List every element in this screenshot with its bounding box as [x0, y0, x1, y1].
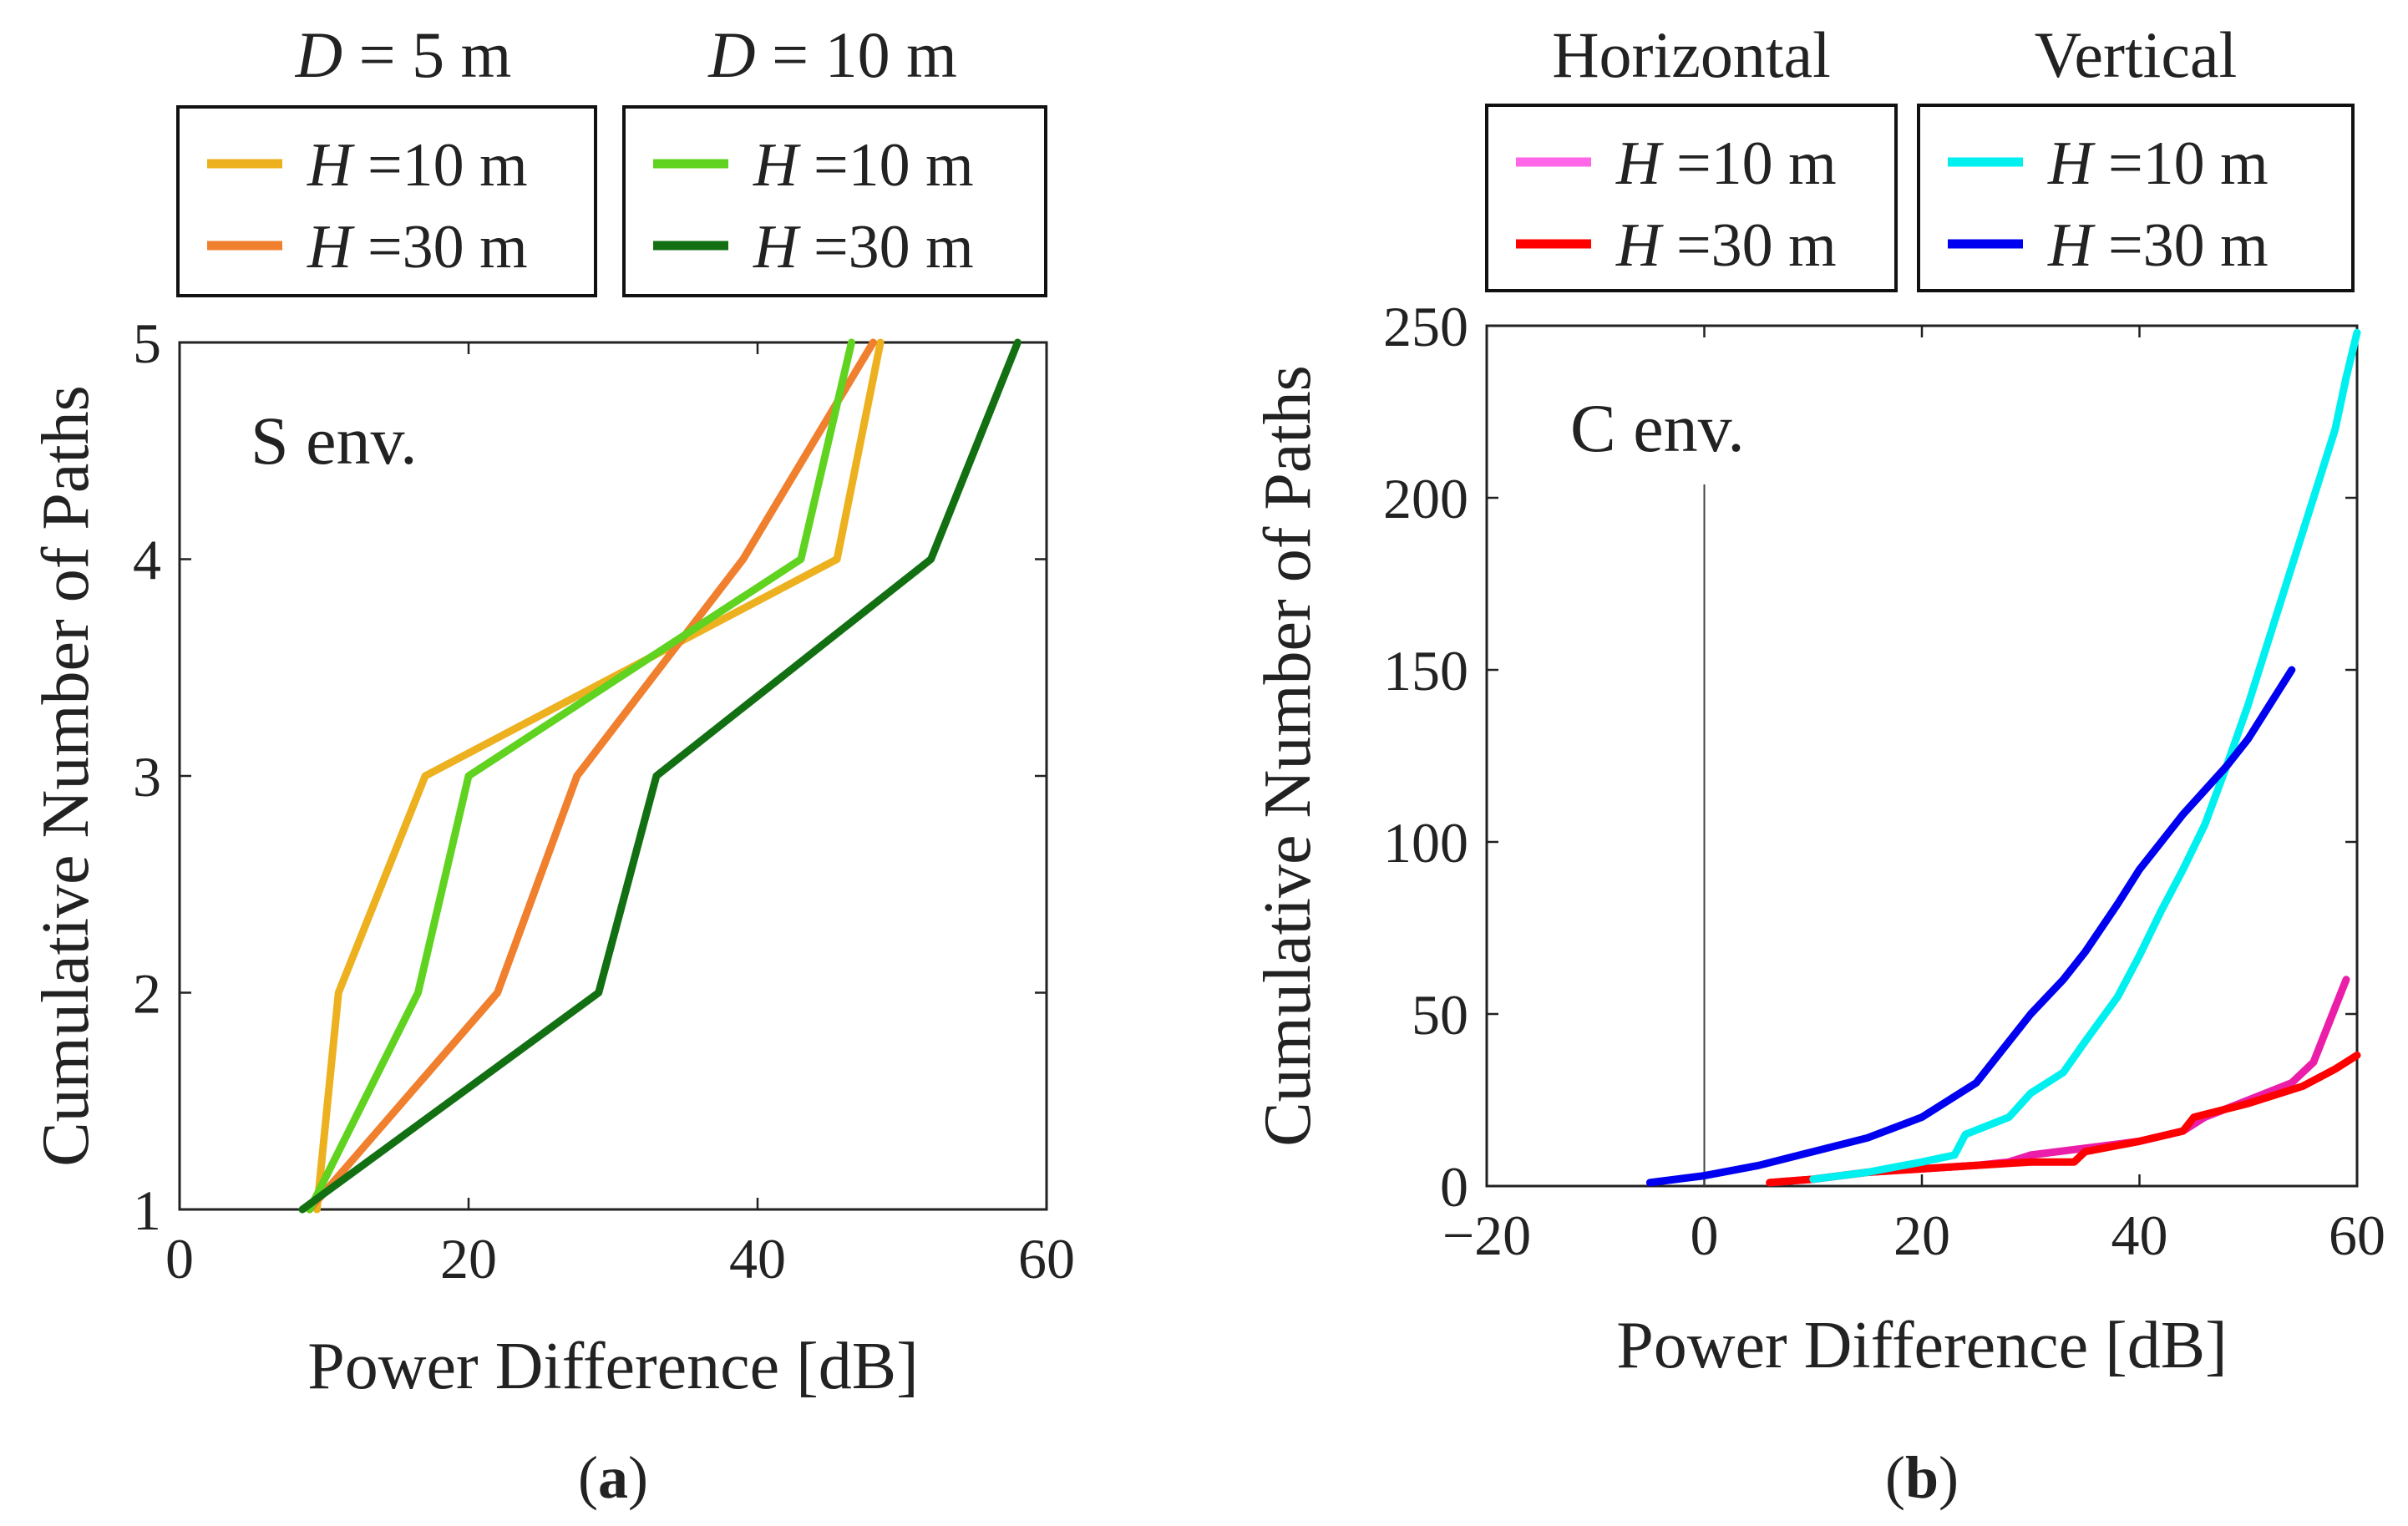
x-tick-label: 0: [1691, 1204, 1719, 1267]
series-line-4: [298, 338, 1021, 1214]
legend-label: H =30 m: [1615, 211, 1837, 280]
y-tick-label: 250: [1383, 295, 1468, 358]
legend-label: H =10 m: [2047, 129, 2269, 198]
y-tick-label: 2: [133, 962, 161, 1026]
legend-group-2: Vertical H =10 m H =30 m: [1917, 18, 2355, 292]
legend-box: [1485, 104, 1898, 292]
legend-group-1: Horizontal H =10 m H =30 m: [1485, 18, 1898, 292]
y-tick-label: 200: [1383, 467, 1468, 530]
y-tick-label: 4: [133, 529, 161, 592]
panel-annotation: S env.: [251, 403, 418, 479]
x-tick-label: 40: [729, 1227, 786, 1290]
y-tick-label: 150: [1383, 639, 1468, 702]
legend-title: D = 5 m: [295, 18, 512, 91]
legend-group-2: D = 10 m H =10 m H =30 m: [622, 18, 1047, 297]
legend-box: [1917, 104, 2355, 292]
y-tick-label: 100: [1383, 811, 1468, 875]
legend-label: H =30 m: [307, 213, 528, 281]
y-axis-label: Cumulative Number of Paths: [29, 385, 103, 1166]
x-axis-label: Power Difference [dB]: [307, 1330, 919, 1403]
series-line-2: [306, 338, 877, 1214]
x-axis-label: Power Difference [dB]: [1616, 1309, 2228, 1382]
y-tick-label: 5: [133, 312, 161, 375]
y-tick-label: 0: [1440, 1155, 1468, 1219]
series-line-4: [1645, 666, 2296, 1187]
x-tick-label: 60: [1018, 1227, 1075, 1290]
panel-annotation: C env.: [1570, 390, 1745, 466]
legend-label: H =10 m: [1615, 129, 1837, 198]
x-tick-label: 20: [1893, 1204, 1950, 1267]
series-line-1: [312, 338, 885, 1214]
panel-caption: (a): [578, 1444, 648, 1511]
x-tick-label: 40: [2111, 1204, 2168, 1267]
legend-label: H =10 m: [307, 131, 528, 200]
legend-title: Horizontal: [1552, 18, 1831, 91]
legend-group-1: D = 5 m H =10 m H =30 m: [176, 18, 597, 297]
y-tick-label: 3: [133, 745, 161, 809]
legend-title: D = 10 m: [707, 18, 957, 91]
legend-label: H =30 m: [2047, 211, 2269, 280]
legend-box: [622, 105, 1047, 297]
series-line-3: [1809, 328, 2361, 1184]
x-tick-label: 0: [165, 1227, 194, 1290]
y-tick-label: 50: [1412, 983, 1468, 1047]
legend-label: H =10 m: [753, 131, 974, 200]
x-tick-label: 20: [440, 1227, 497, 1290]
legend-box: [176, 105, 597, 297]
series-line-1: [1766, 976, 2350, 1187]
series-line-3: [306, 338, 855, 1214]
x-tick-label: 60: [2329, 1204, 2385, 1267]
y-tick-label: 1: [133, 1179, 161, 1242]
panel-caption: (b): [1885, 1444, 1959, 1511]
legend-title: Vertical: [2035, 18, 2238, 91]
x-tick-label: −20: [1442, 1204, 1531, 1267]
legend-label: H =30 m: [753, 213, 974, 281]
y-axis-label: Cumulative Number of Paths: [1251, 365, 1325, 1146]
panel-a: 0 20 40 60 1 2 3 4 5 S env. Power Difference [dB] C…: [29, 18, 1075, 1511]
